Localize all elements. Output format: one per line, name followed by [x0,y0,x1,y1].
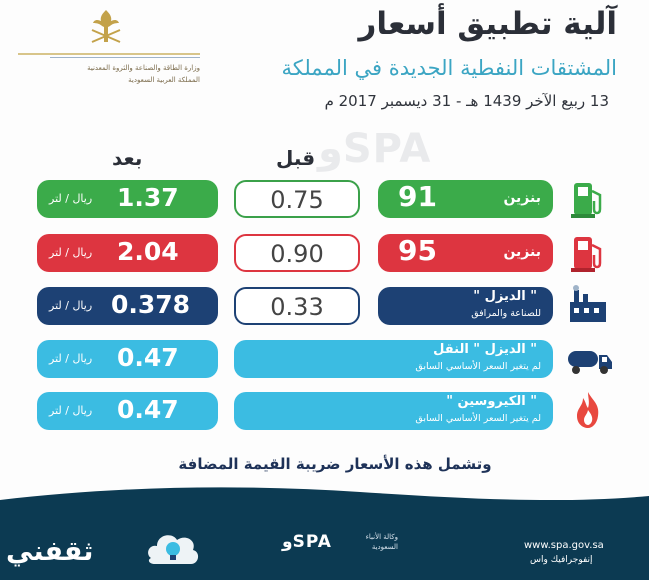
vat-note: وتشمل هذه الأسعار ضريبة القيمة المضافة [178,455,492,473]
fuel-number: 95 [398,234,437,267]
thaqafny-logo: ثقفني [6,536,94,567]
price-before-95: 0.90 [234,234,360,272]
fuel-label-kerosene: " الكيروسين " لم يتغير السعر الأساسي الس… [234,392,553,430]
price-after-diesel-industry: 0.378 ريال / لتر [37,287,218,325]
fuel-number: 91 [398,180,437,213]
page-title: آلية تطبيق أسعار [358,6,618,42]
effective-date: 13 ربيع الآخر 1439 هـ - 31 ديسمبر 2017 م [324,92,609,110]
price-unit: ريال / لتر [49,404,93,417]
ministry-rule-blue [50,57,200,58]
price-after-95: 2.04 ريال / لتر [37,234,218,272]
price-unit: ريال / لتر [49,192,93,205]
lightbulb-icon [148,535,199,564]
ministry-rule [18,53,200,55]
price-value: 0.90 [270,240,324,268]
flame-icon [577,392,599,428]
price-value: 0.378 [111,290,191,319]
spa-logo: وSPA [282,532,332,552]
gas-pump-icon [571,183,602,218]
fuel-note: لم يتغير السعر الأساسي السابق [415,413,541,424]
factory-icon [570,285,606,322]
price-after-diesel-transport: 0.47 ريال / لتر [37,340,218,378]
column-header-after: بعد [112,146,143,170]
country-name: المملكة العربية السعودية [128,76,200,84]
tanker-truck-icon [568,351,612,374]
price-after-91: 1.37 ريال / لتر [37,180,218,218]
price-before-91: 0.75 [234,180,360,218]
spa-tagline: وكالة الأنباء السعودية [365,533,398,551]
price-value: 0.47 [117,395,179,424]
fuel-note: للصناعة والمرافق [471,308,541,319]
fuel-name: " الديزل " [473,289,537,304]
saudi-emblem-icon [91,10,121,43]
footer-wave [0,487,649,518]
fuel-label-diesel-transport: " الديزل " النقل لم يتغير السعر الأساسي … [234,340,553,378]
fuel-label-91: 91 بنزين [378,180,553,218]
price-value: 0.47 [117,343,179,372]
price-value: 2.04 [117,237,179,266]
price-unit: ريال / لتر [49,246,93,259]
page-subtitle: المشتقات النفطية الجديدة في المملكة [281,56,618,80]
gas-pump-icon [571,237,602,272]
price-value: 0.33 [270,293,324,321]
fuel-note: لم يتغير السعر الأساسي السابق [415,361,541,372]
fuel-label-95: 95 بنزين [378,234,553,272]
column-header-before: قبل [276,146,316,170]
fuel-label-diesel-industry: " الديزل " للصناعة والمرافق [378,287,553,325]
fuel-word: بنزين [503,244,541,260]
spa-url[interactable]: www.spa.gov.sa [524,540,604,551]
fuel-name: " الديزل " النقل [433,342,537,357]
ministry-logo: وزارة الطاقة والصناعة والثروة المعدنية ا… [10,8,200,88]
price-value: 0.75 [270,186,324,214]
price-after-kerosene: 0.47 ريال / لتر [37,392,218,430]
spa-infographic-label: إنفوجرافيك واس [530,555,593,565]
fuel-name: " الكيروسين " [446,394,537,409]
footer-bar [0,487,649,580]
spa-watermark: وSPA [318,126,432,172]
price-unit: ريال / لتر [49,299,93,312]
price-value: 1.37 [117,183,179,212]
fuel-word: بنزين [503,190,541,206]
ministry-name: وزارة الطاقة والصناعة والثروة المعدنية [87,64,200,72]
price-unit: ريال / لتر [49,352,93,365]
price-before-diesel-industry: 0.33 [234,287,360,325]
